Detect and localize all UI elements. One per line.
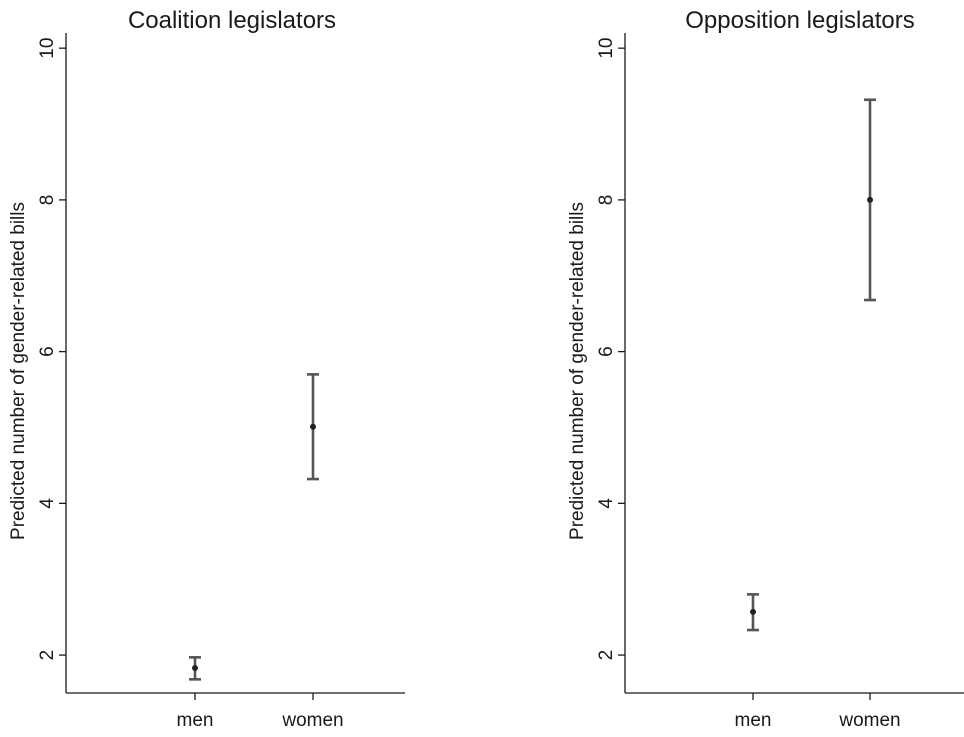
x-tick-label: women [838, 710, 900, 731]
y-tick-label: 6 [37, 346, 58, 357]
data-point [867, 196, 873, 203]
chart-title: Coalition legislators [128, 7, 336, 34]
x-tick-label: women [281, 710, 343, 731]
y-tick-label: 8 [37, 195, 58, 206]
x-tick-label: men [177, 710, 214, 731]
x-tick-label: men [735, 710, 772, 731]
y-axis-label: Predicted number of gender-related bills [8, 202, 29, 540]
y-axis-label: Predicted number of gender-related bills [567, 202, 588, 540]
y-tick-label: 10 [37, 38, 58, 59]
data-point [192, 664, 198, 671]
y-tick-label: 4 [37, 498, 58, 509]
coalition-panel: Coalition legislators 2 4 6 8 10 Predicted num… [8, 7, 405, 731]
chart-title: Opposition legislators [685, 7, 914, 34]
data-point [310, 423, 316, 430]
y-tick-label: 4 [596, 498, 617, 509]
opposition-panel: Opposition legislators 2 4 6 8 10 Predicted nu… [567, 7, 964, 731]
y-tick-label: 2 [596, 650, 617, 661]
y-tick-label: 2 [37, 650, 58, 661]
y-tick-label: 8 [596, 195, 617, 206]
y-tick-label: 6 [596, 346, 617, 357]
data-point [750, 608, 756, 615]
y-tick-label: 10 [596, 38, 617, 59]
